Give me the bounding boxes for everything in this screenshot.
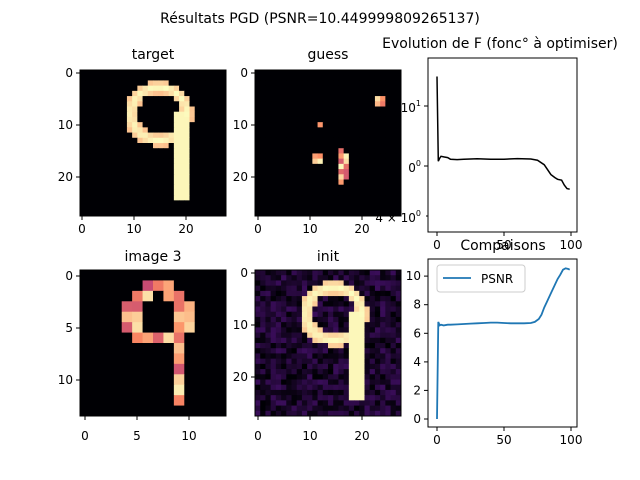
tick-label: 10: [233, 318, 248, 332]
tick-label: 0: [65, 269, 73, 283]
tick-label: 0: [433, 238, 441, 252]
panel-image3: image 3 0 5 10 0 5 10: [58, 249, 227, 443]
chart-psnr-series-psnr: [436, 267, 571, 420]
tick-label: 0: [433, 433, 441, 447]
panel-image3-yticks: 0 5 10: [58, 269, 80, 387]
chart-loss-plot-area: [427, 57, 578, 233]
panel-guess-yticks: 0 10 20: [233, 66, 255, 184]
tick-label: 0: [78, 222, 86, 236]
chart-psnr-title: Compaisons: [460, 238, 545, 254]
chart-psnr-yticks: 0 2 4 6 8 10: [406, 269, 428, 426]
tick-label: 0: [254, 429, 262, 443]
panel-guess-xticks: 0 10 20: [254, 216, 370, 236]
chart-psnr-legend: PSNR: [436, 264, 526, 293]
panel-target-xticks: 0 10 20: [78, 216, 194, 236]
tick-label: 10: [126, 222, 141, 236]
tick-label: 10: [181, 429, 196, 443]
tick-label: 10: [233, 118, 248, 132]
panel-target-title: target: [132, 47, 175, 63]
panel-target-yticks: 0 10 20: [58, 66, 80, 184]
tick-label: 20: [354, 222, 369, 236]
tick-label: 6: [413, 326, 421, 340]
panel-init-title: init: [317, 249, 340, 265]
panel-image3-image: [80, 270, 227, 417]
chart-loss-title: Evolution de F (fonc° à optimiser): [382, 36, 618, 52]
tick-label: 5: [65, 321, 73, 335]
tick-label: 0: [65, 66, 73, 80]
chart-loss-series-line: [436, 76, 570, 190]
tick-label: 0: [240, 66, 248, 80]
tick-label: 20: [58, 170, 73, 184]
tick-label: 10: [302, 429, 317, 443]
tick-label: 20: [354, 429, 369, 443]
tick-label: 10: [302, 222, 317, 236]
tick-label: 0: [240, 266, 248, 280]
tick-label: 0: [254, 222, 262, 236]
panel-init-image: [255, 270, 402, 417]
tick-label: 100: [560, 238, 583, 252]
chart-psnr: Compaisons 0 50 100 0 2 4 6 8 10 PSNR: [406, 238, 583, 447]
tick-label: 100: [560, 433, 583, 447]
tick-label: 10: [406, 269, 421, 283]
panel-image3-xticks: 0 5 10: [81, 416, 197, 443]
tick-label: 50: [496, 238, 511, 252]
tick-label: 50: [496, 433, 511, 447]
tick-label: 2: [413, 383, 421, 397]
panel-init-yticks: 0 10 20: [233, 266, 255, 384]
tick-label: 5: [133, 429, 141, 443]
tick-label: 4: [413, 355, 421, 369]
legend-label-psnr: PSNR: [481, 272, 513, 286]
chart-loss: Evolution de F (fonc° à optimiser) 0 50 …: [375, 36, 618, 252]
figure-suptitle: Résultats PGD (PSNR=10.449999809265137): [160, 11, 480, 27]
tick-label: 10: [58, 373, 73, 387]
panel-init-xticks: 0 10 20: [254, 416, 370, 443]
panel-image3-title: image 3: [125, 249, 182, 265]
tick-label: 00: [408, 159, 421, 175]
panel-target: target 0 10 20 0 10 20: [58, 47, 227, 236]
tick-label: 0: [413, 412, 421, 426]
chart-loss-xticks: 0 50 100: [433, 232, 582, 252]
panel-guess: guess 0 10 20 0 10 20: [233, 47, 402, 236]
chart-loss-yticks: 101 00 4 × 100: [375, 99, 428, 225]
tick-label: 4 × 100: [375, 209, 421, 225]
tick-label: 101: [401, 99, 421, 115]
tick-label: 20: [178, 222, 193, 236]
tick-label: 10: [58, 118, 73, 132]
panel-target-image: [80, 70, 227, 217]
panel-guess-image: [255, 70, 402, 217]
tick-label: 0: [81, 429, 89, 443]
chart-psnr-xticks: 0 50 100: [433, 427, 582, 447]
panel-init: init 0 10 20 0 10 20: [233, 249, 402, 443]
panel-guess-title: guess: [308, 47, 349, 63]
tick-label: 20: [233, 170, 248, 184]
tick-label: 20: [233, 370, 248, 384]
tick-label: 8: [413, 298, 421, 312]
